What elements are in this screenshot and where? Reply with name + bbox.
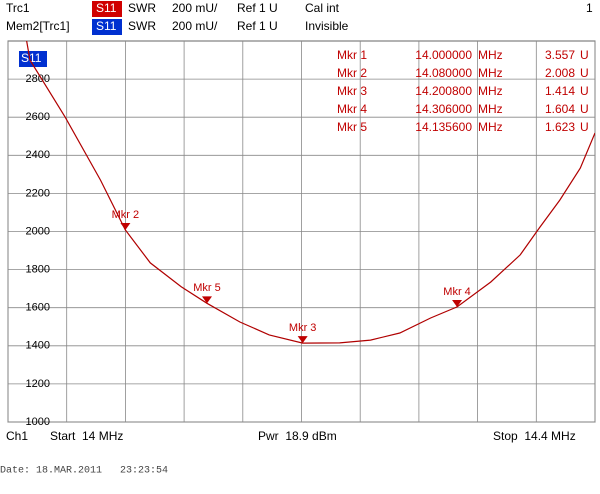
marker-name: Mkr 4 [337, 102, 367, 116]
format: SWR [128, 1, 156, 15]
y-tick-label: 2800 [26, 73, 50, 85]
trace [26, 41, 595, 344]
marker-freq-unit: MHz [478, 120, 503, 134]
marker-freq-unit: MHz [478, 102, 503, 116]
y-tick-label: 2000 [26, 225, 50, 237]
plot-badge-box [19, 51, 47, 67]
ref: Ref 1 U [237, 1, 278, 15]
marker-value: 1.414 [545, 84, 575, 98]
marker [297, 336, 308, 344]
marker-unit: U [580, 84, 589, 98]
marker-label: Mkr 4 [443, 286, 471, 298]
marker-freq: 14.080000 [415, 66, 472, 80]
y-tick-label: 2400 [26, 149, 50, 161]
state: Invisible [305, 19, 349, 33]
marker-value: 1.623 [545, 120, 575, 134]
scale: 200 mU/ [172, 19, 218, 33]
plot-badge: S11 [21, 51, 42, 65]
param-badge [92, 19, 122, 35]
marker-name: Mkr 2 [337, 66, 367, 80]
y-tick-label: 2200 [26, 187, 50, 199]
marker-unit: U [580, 66, 589, 80]
marker-freq-unit: MHz [478, 84, 503, 98]
power: Pwr 18.9 dBm [258, 429, 337, 443]
y-tick-label: 1200 [26, 378, 50, 390]
marker-name: Mkr 1 [337, 48, 367, 62]
cal: Cal int [305, 1, 340, 15]
trace-label: Mem2[Trc1] [6, 19, 70, 33]
marker [452, 299, 463, 307]
y-tick-label: 1400 [26, 340, 50, 352]
marker-freq: 14.000000 [415, 48, 472, 62]
y-tick-label: 2600 [26, 111, 50, 123]
format: SWR [128, 19, 156, 33]
channel: Ch1 [6, 429, 28, 443]
marker [120, 222, 131, 230]
marker-label: Mkr 3 [289, 322, 317, 334]
marker-value: 2.008 [545, 66, 575, 80]
marker-freq: 14.306000 [415, 102, 472, 116]
scale: 200 mU/ [172, 1, 218, 15]
marker-unit: U [580, 48, 589, 62]
marker-freq-unit: MHz [478, 48, 503, 62]
marker-freq-unit: MHz [478, 66, 503, 80]
param: S11 [96, 19, 117, 33]
ref: Ref 1 U [237, 19, 278, 33]
marker-label: Mkr 5 [193, 282, 221, 294]
stop: Stop 14.4 MHz [493, 429, 576, 443]
marker-name: Mkr 5 [337, 120, 367, 134]
plot-area: 1000 1200 1400 1600 1800 2000 2200 2400 2600 2800… [7, 40, 596, 428]
marker-label: Mkr 2 [112, 209, 140, 221]
marker-unit: U [580, 120, 589, 134]
date: Date: 18.MAR.2011 23:23:54 [0, 466, 168, 477]
start: Start 14 MHz [50, 429, 123, 443]
marker-unit: U [580, 102, 589, 116]
marker-value: 1.604 [545, 102, 575, 116]
y-tick-label: 1000 [26, 416, 50, 428]
param: S11 [96, 1, 117, 15]
param-badge [92, 1, 122, 17]
trace-label: Trc1 [6, 1, 30, 15]
marker-name: Mkr 3 [337, 84, 367, 98]
marker-value: 3.557 [545, 48, 575, 62]
y-tick-label: 1600 [26, 302, 50, 314]
channel-number: 1 [586, 1, 593, 15]
marker [201, 296, 212, 304]
marker-freq: 14.200800 [415, 84, 472, 98]
y-tick-label: 1800 [26, 264, 50, 276]
marker-freq: 14.135600 [415, 120, 472, 134]
